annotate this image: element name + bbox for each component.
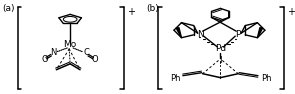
Text: O: O <box>91 55 98 64</box>
Text: C: C <box>83 48 89 57</box>
Text: P: P <box>235 30 241 39</box>
Text: Ph: Ph <box>261 74 271 83</box>
Text: O: O <box>41 55 48 64</box>
Text: +: + <box>287 7 295 17</box>
Polygon shape <box>176 28 181 38</box>
Text: +: + <box>127 7 135 17</box>
Text: N: N <box>197 30 204 39</box>
Text: Pd: Pd <box>215 44 226 53</box>
Text: (a): (a) <box>2 5 14 14</box>
Text: Mo: Mo <box>63 40 77 49</box>
Text: (b): (b) <box>146 5 159 14</box>
Text: Ph: Ph <box>170 74 180 83</box>
Text: N: N <box>50 48 57 57</box>
Text: I: I <box>219 56 222 65</box>
Polygon shape <box>257 28 263 38</box>
